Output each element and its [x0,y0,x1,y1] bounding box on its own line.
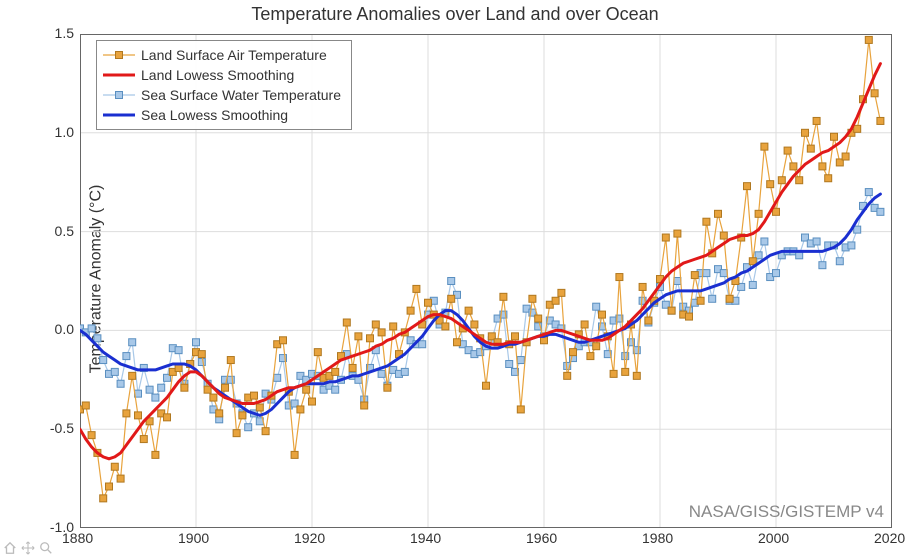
plot-toolbar [2,540,54,556]
y-tick-label: 0.5 [55,223,74,239]
home-icon[interactable] [2,540,18,556]
legend-swatch [101,105,137,125]
legend-item: Sea Surface Water Temperature [101,85,341,105]
y-tick-label: 0.0 [55,321,74,337]
y-tick-label: 1.5 [55,25,74,41]
x-tick-label: 1960 [526,530,557,546]
legend-label: Sea Lowess Smoothing [141,107,288,123]
chart-title: Temperature Anomalies over Land and over… [0,4,910,25]
x-tick-label: 1980 [642,530,673,546]
pan-icon[interactable] [20,540,36,556]
x-tick-label: 1940 [410,530,441,546]
legend-swatch [101,45,137,65]
x-tick-label: 2000 [758,530,789,546]
attribution-text: NASA/GISS/GISTEMP v4 [689,502,884,522]
legend-label: Sea Surface Water Temperature [141,87,341,103]
x-tick-label: 1880 [62,530,93,546]
y-tick-label: -0.5 [50,420,74,436]
legend-swatch [101,85,137,105]
y-tick-label: 1.0 [55,124,74,140]
legend-item: Land Lowess Smoothing [101,65,341,85]
x-tick-label: 1920 [294,530,325,546]
chart-container: Temperature Anomalies over Land and over… [0,0,910,558]
legend: Land Surface Air Temperature Land Lowess … [96,40,352,130]
zoom-icon[interactable] [38,540,54,556]
x-tick-label: 1900 [178,530,209,546]
legend-item: Sea Lowess Smoothing [101,105,341,125]
legend-label: Land Lowess Smoothing [141,67,294,83]
legend-label: Land Surface Air Temperature [141,47,327,63]
x-tick-label: 2020 [874,530,905,546]
legend-item: Land Surface Air Temperature [101,45,341,65]
legend-swatch [101,65,137,85]
